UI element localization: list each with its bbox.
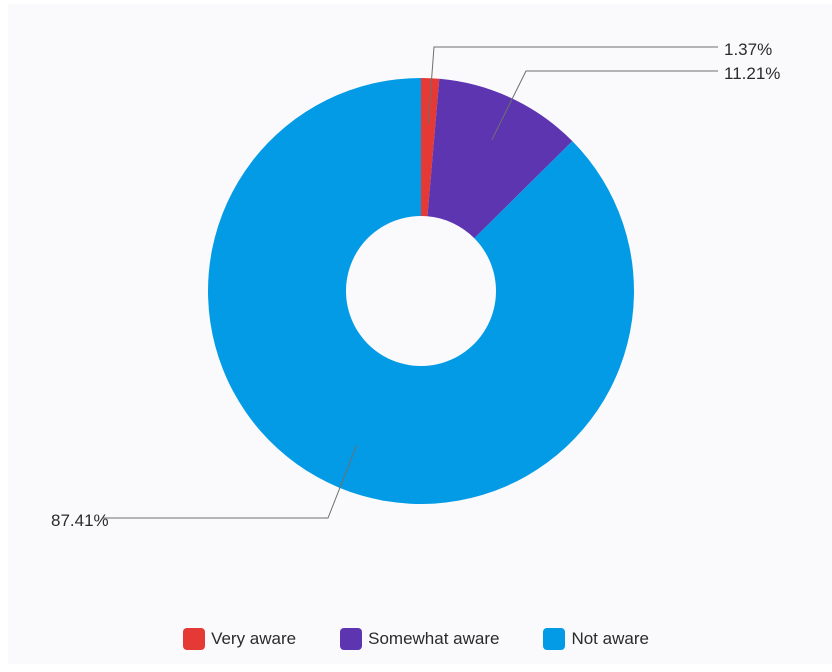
leader-lines (103, 46, 718, 519)
legend-swatch-somewhat-aware (340, 628, 363, 650)
donut-slices (207, 78, 634, 504)
legend-label-very-aware: Very aware (211, 629, 297, 648)
legend-item-not-aware[interactable]: Not aware (543, 628, 649, 650)
leader-line-somewhat-aware (491, 70, 718, 141)
slice-very-aware[interactable] (421, 78, 440, 217)
legend-item-very-aware[interactable]: Very aware (183, 628, 296, 650)
slice-label-not-aware: 87.41% (51, 511, 109, 530)
legend-swatch-not-aware (543, 628, 566, 650)
slice-somewhat-aware[interactable] (427, 78, 573, 239)
percentage-labels: 1.37% 11.21% 87.41% (51, 40, 780, 530)
legend-label-not-aware: Not aware (571, 629, 649, 648)
legend-swatch-very-aware (183, 628, 206, 650)
slice-label-very-aware: 1.37% (724, 40, 772, 59)
leader-line-not-aware (103, 444, 358, 519)
leader-line-very-aware (427, 46, 718, 125)
chart-legend: Very aware Somewhat aware Not aware (0, 624, 832, 654)
legend-item-somewhat-aware[interactable]: Somewhat aware (340, 628, 499, 650)
legend-label-somewhat-aware: Somewhat aware (368, 629, 500, 648)
slice-not-aware[interactable] (207, 78, 634, 504)
slice-label-somewhat-aware: 11.21% (724, 64, 780, 83)
